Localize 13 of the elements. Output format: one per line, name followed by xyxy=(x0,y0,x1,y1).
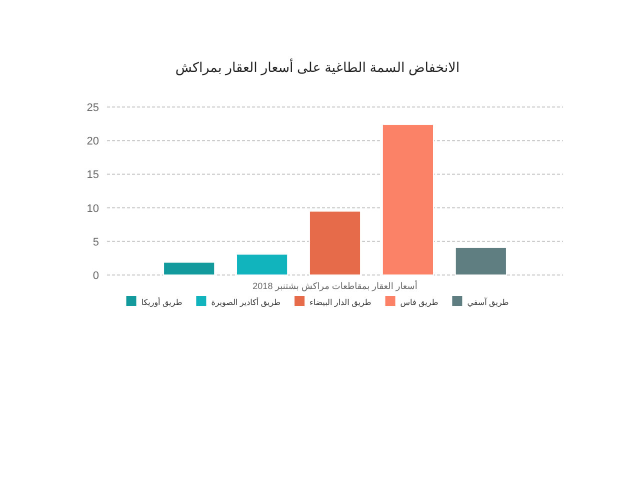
chart-title: الانخفاض السمة الطاغية على أسعار العقار بمراكش xyxy=(175,58,460,76)
legend-label: طريق الدار البيضاء xyxy=(310,298,372,307)
y-tick-label: 15 xyxy=(86,169,99,182)
legend-label: طريق آسفي xyxy=(467,297,509,307)
legend-label: طريق أكادير الصويرة xyxy=(211,297,281,307)
y-tick-label: 5 xyxy=(92,236,99,248)
x-axis-title: أسعار العقار بمقاطعات مراكش بشتنبر 2018 xyxy=(252,280,418,292)
y-tick-label: 20 xyxy=(86,136,99,148)
y-tick-label: 25 xyxy=(86,102,99,114)
y-tick-label: 10 xyxy=(86,202,99,215)
y-tick-label: 0 xyxy=(92,270,99,282)
legend-label: طريق فاس xyxy=(400,298,438,307)
legend-label: طريق أوريكا xyxy=(141,297,182,307)
